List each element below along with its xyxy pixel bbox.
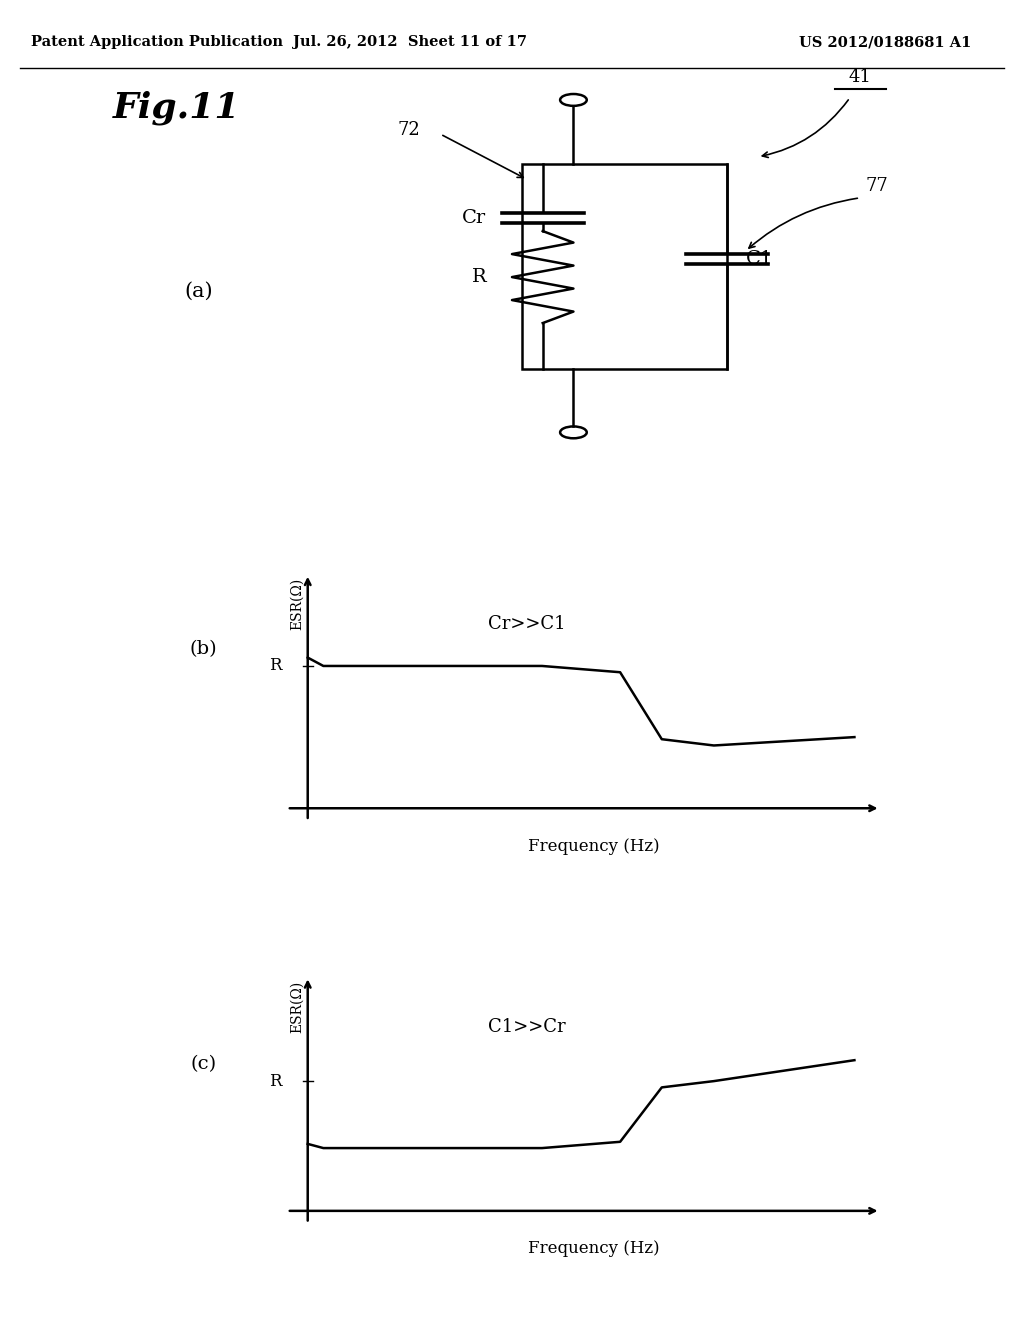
Text: 72: 72 bbox=[397, 120, 420, 139]
Text: R: R bbox=[269, 1073, 282, 1089]
Text: ESR(Ω): ESR(Ω) bbox=[291, 981, 304, 1034]
Text: (b): (b) bbox=[189, 640, 217, 659]
Text: Frequency (Hz): Frequency (Hz) bbox=[528, 1241, 659, 1257]
Text: 41: 41 bbox=[849, 69, 871, 86]
Text: (a): (a) bbox=[184, 281, 213, 301]
Text: Cr: Cr bbox=[462, 210, 486, 227]
Text: C1: C1 bbox=[745, 251, 773, 268]
Text: US 2012/0188681 A1: US 2012/0188681 A1 bbox=[799, 36, 971, 49]
Text: Cr>>C1: Cr>>C1 bbox=[487, 615, 565, 634]
Bar bbox=[522, 164, 727, 368]
Text: Frequency (Hz): Frequency (Hz) bbox=[528, 838, 659, 854]
Text: ESR(Ω): ESR(Ω) bbox=[291, 578, 304, 631]
Text: 77: 77 bbox=[865, 177, 888, 195]
Text: Fig.11: Fig.11 bbox=[113, 91, 241, 125]
Text: C1>>Cr: C1>>Cr bbox=[487, 1018, 565, 1036]
Text: Jul. 26, 2012  Sheet 11 of 17: Jul. 26, 2012 Sheet 11 of 17 bbox=[293, 36, 526, 49]
Text: (c): (c) bbox=[190, 1056, 217, 1073]
Text: R: R bbox=[269, 657, 282, 675]
Text: R: R bbox=[472, 268, 486, 286]
Text: Patent Application Publication: Patent Application Publication bbox=[31, 36, 283, 49]
